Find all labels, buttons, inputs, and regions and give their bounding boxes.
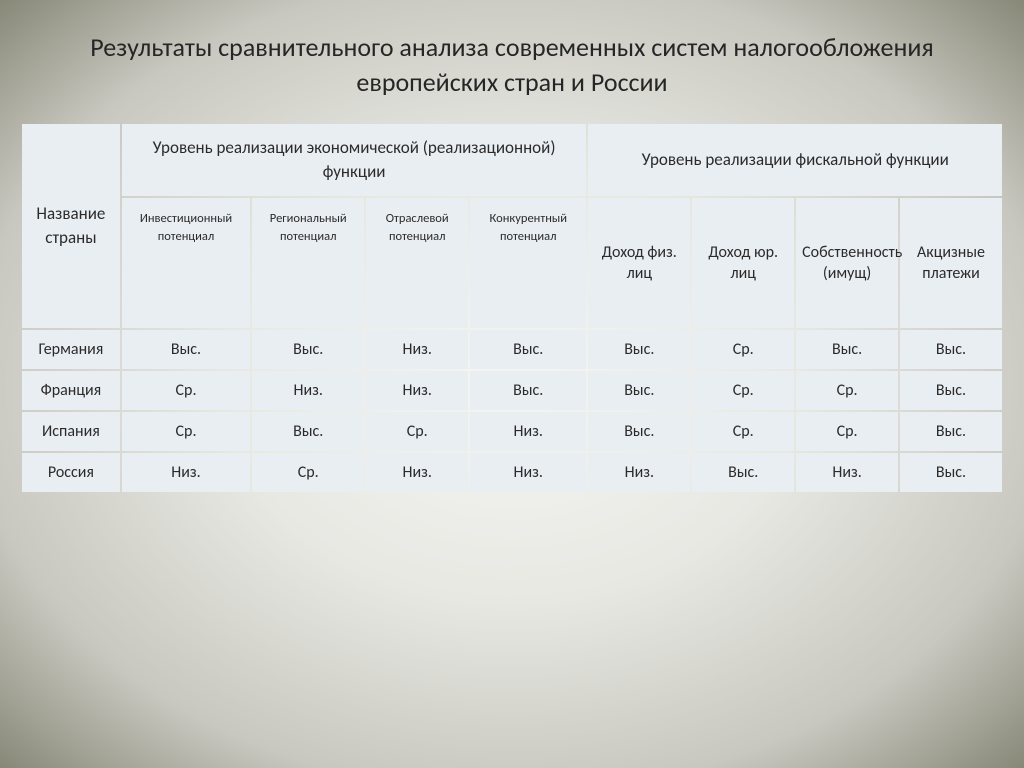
table-row: Россия Низ. Ср. Низ. Низ. Низ. Выс. Низ.… [22,453,1002,492]
cell-value: Выс. [588,371,690,410]
comparison-table: Название страны Уровень реализации эконо… [20,122,1004,494]
col-header-income-personal: Доход физ. лиц [588,198,690,328]
cell-value: Ср. [692,412,794,451]
cell-value: Низ. [796,453,898,492]
cell-value: Выс. [252,330,364,369]
cell-value: Выс. [796,330,898,369]
cell-value: Низ. [252,371,364,410]
cell-value: Ср. [122,412,250,451]
cell-value: Низ. [122,453,250,492]
cell-country: Германия [22,330,120,369]
cell-value: Ср. [252,453,364,492]
cell-value: Выс. [900,453,1002,492]
table-row: Испания Ср. Выс. Ср. Низ. Выс. Ср. Ср. В… [22,412,1002,451]
cell-value: Ср. [366,412,468,451]
cell-value: Низ. [470,453,586,492]
col-header-regional: Региональный потенциал [252,198,364,328]
cell-value: Ср. [122,371,250,410]
cell-value: Ср. [692,371,794,410]
cell-value: Выс. [900,412,1002,451]
cell-value: Ср. [796,371,898,410]
cell-value: Выс. [692,453,794,492]
cell-value: Ср. [796,412,898,451]
col-header-invest: Инвестиционный потенциал [122,198,250,328]
cell-value: Выс. [252,412,364,451]
cell-value: Низ. [366,371,468,410]
col-header-income-corp: Доход юр. лиц [692,198,794,328]
col-group-economic: Уровень реализации экономической (реализ… [122,124,587,196]
cell-value: Низ. [366,453,468,492]
cell-value: Низ. [470,412,586,451]
cell-country: Испания [22,412,120,451]
col-header-country: Название страны [22,124,120,328]
col-group-fiscal: Уровень реализации фискальной функции [588,124,1002,196]
table-row: Германия Выс. Выс. Низ. Выс. Выс. Ср. Вы… [22,330,1002,369]
col-header-excise: Акцизные платежи [900,198,1002,328]
cell-value: Выс. [588,412,690,451]
table-row: Франция Ср. Низ. Низ. Выс. Выс. Ср. Ср. … [22,371,1002,410]
cell-value: Выс. [470,330,586,369]
page-title: Результаты сравнительного анализа соврем… [72,30,952,100]
table-body: Германия Выс. Выс. Низ. Выс. Выс. Ср. Вы… [22,330,1002,492]
cell-country: Россия [22,453,120,492]
cell-value: Выс. [900,371,1002,410]
cell-country: Франция [22,371,120,410]
cell-value: Выс. [900,330,1002,369]
cell-value: Низ. [366,330,468,369]
col-header-property: Собственность (имущ) [796,198,898,328]
col-header-compete: Конкурентный потенциал [470,198,586,328]
cell-value: Выс. [122,330,250,369]
cell-value: Низ. [588,453,690,492]
cell-value: Выс. [588,330,690,369]
col-header-industry: Отраслевой потенциал [366,198,468,328]
cell-value: Выс. [470,371,586,410]
cell-value: Ср. [692,330,794,369]
